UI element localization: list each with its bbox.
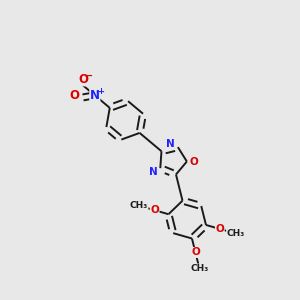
Text: O: O <box>189 157 198 166</box>
Text: +: + <box>97 87 104 96</box>
Text: O: O <box>191 248 200 257</box>
Text: CH₃: CH₃ <box>190 264 208 273</box>
Text: O: O <box>79 73 89 86</box>
Text: N: N <box>149 167 158 177</box>
Text: O: O <box>215 224 224 234</box>
Text: CH₃: CH₃ <box>130 201 148 210</box>
Text: O: O <box>69 89 79 102</box>
Text: CH₃: CH₃ <box>226 229 245 238</box>
Text: −: − <box>84 71 94 81</box>
Text: N: N <box>166 139 175 148</box>
Text: O: O <box>150 205 159 215</box>
Text: N: N <box>90 89 100 102</box>
